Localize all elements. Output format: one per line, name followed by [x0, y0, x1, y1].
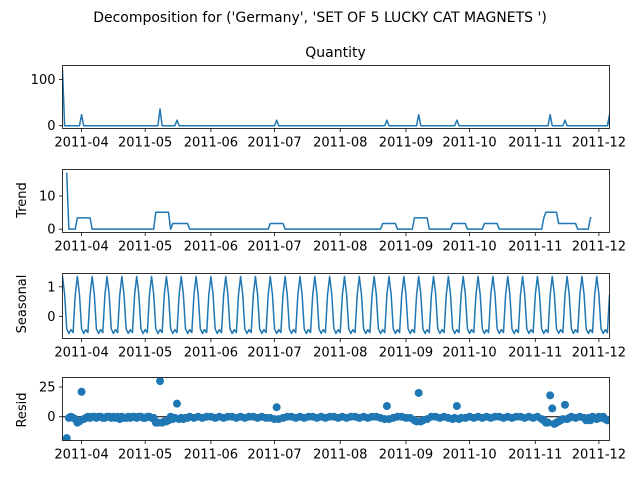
resid-xtick-label: 2011-08 — [313, 448, 367, 463]
resid-point — [382, 402, 391, 411]
trend-xtick-label: 2011-11 — [508, 240, 562, 255]
resid-point — [544, 418, 553, 427]
trend-xtick-label: 2011-10 — [442, 240, 496, 255]
resid-point — [548, 404, 557, 413]
resid-xtick-label: 2011-09 — [379, 448, 433, 463]
trend-xtick-label: 2011-06 — [184, 240, 238, 255]
resid-ytick-label: 25 — [39, 381, 56, 396]
resid-xtick-label: 2011-04 — [54, 448, 108, 463]
seasonal-xtick-label: 2011-07 — [247, 346, 301, 361]
seasonal-data-layer — [62, 275, 610, 335]
resid-xtick-label: 2011-07 — [247, 448, 301, 463]
observed-xtick-label: 2011-10 — [442, 136, 496, 151]
seasonal-xtick-label: 2011-09 — [379, 346, 433, 361]
seasonal-xtick-label: 2011-11 — [508, 346, 562, 361]
resid-point — [172, 399, 181, 408]
observed-xtick-label: 2011-09 — [379, 136, 433, 151]
trend-ytick-label: 0 — [47, 223, 55, 238]
resid-xtick-label: 2011-12 — [572, 448, 626, 463]
seasonal-xtick-label: 2011-10 — [442, 346, 496, 361]
seasonal-xtick-label: 2011-06 — [184, 346, 238, 361]
observed-panel-title: Quantity — [305, 45, 366, 61]
trend-ylabel: Trend — [15, 182, 30, 219]
trend-xtick-label: 2011-07 — [247, 240, 301, 255]
seasonal-panel: 0 1 2011-04 2011-05 2011-06 2011-07 2011-08 201… — [47, 273, 626, 361]
resid-point — [560, 400, 569, 409]
seasonal-xtick-label: 2011-12 — [572, 346, 626, 361]
resid-point — [414, 388, 423, 397]
seasonal-ytick-label: 1 — [47, 280, 55, 295]
seasonal-xtick-label: 2011-08 — [313, 346, 367, 361]
observed-ytick-label: 100 — [31, 73, 56, 88]
figure-title: Decomposition for ('Germany', 'SET OF 5 … — [93, 10, 547, 26]
observed-xtick-label: 2011-05 — [118, 136, 172, 151]
observed-data-layer — [62, 70, 610, 127]
trend-xtick-label: 2011-09 — [379, 240, 433, 255]
resid-axes-frame — [62, 377, 610, 441]
trend-axes-frame — [62, 169, 610, 233]
observed-series-line — [62, 70, 610, 127]
resid-point — [77, 387, 86, 396]
observed-axes-frame — [62, 65, 610, 129]
seasonal-xtick-label: 2011-04 — [54, 346, 108, 361]
resid-xtick-label: 2011-11 — [508, 448, 562, 463]
resid-ylabel: Resid — [15, 392, 30, 427]
observed-xtick-label: 2011-04 — [54, 136, 108, 151]
observed-panel: 0 100 2011-04 2011-05 2011-06 2011-07 2011-08 2… — [31, 65, 626, 151]
seasonal-ytick-label: 0 — [47, 310, 55, 325]
seasonal-xtick-label: 2011-05 — [118, 346, 172, 361]
resid-point — [603, 416, 610, 425]
resid-panel: 0 25 2011-04 2011-05 2011-06 2011-07 2011-08 20… — [39, 377, 626, 463]
resid-point — [452, 402, 461, 411]
observed-xtick-label: 2011-12 — [572, 136, 626, 151]
resid-point — [156, 377, 165, 386]
resid-xtick-label: 2011-10 — [442, 448, 496, 463]
seasonal-axes-frame — [62, 273, 610, 339]
observed-xtick-label: 2011-07 — [247, 136, 301, 151]
resid-xtick-label: 2011-06 — [184, 448, 238, 463]
trend-xtick-label: 2011-05 — [118, 240, 172, 255]
observed-xtick-label: 2011-11 — [508, 136, 562, 151]
resid-ytick-label: 0 — [47, 410, 55, 425]
trend-xtick-label: 2011-12 — [572, 240, 626, 255]
resid-data-layer — [62, 377, 610, 441]
trend-xtick-label: 2011-04 — [54, 240, 108, 255]
trend-ytick-label: 10 — [39, 190, 56, 205]
resid-point — [62, 434, 71, 441]
trend-panel: 0 10 2011-04 2011-05 2011-06 2011-07 2011-08 20… — [39, 169, 626, 255]
resid-point — [546, 391, 555, 400]
observed-xtick-label: 2011-06 — [184, 136, 238, 151]
seasonal-ylabel: Seasonal — [15, 275, 30, 334]
observed-ytick-label: 0 — [47, 119, 55, 134]
trend-series-line — [65, 172, 592, 230]
resid-xtick-label: 2011-05 — [118, 448, 172, 463]
trend-data-layer — [65, 172, 592, 230]
observed-xtick-label: 2011-08 — [313, 136, 367, 151]
trend-xtick-label: 2011-08 — [313, 240, 367, 255]
resid-point — [272, 403, 281, 412]
seasonal-series-line — [62, 275, 610, 335]
